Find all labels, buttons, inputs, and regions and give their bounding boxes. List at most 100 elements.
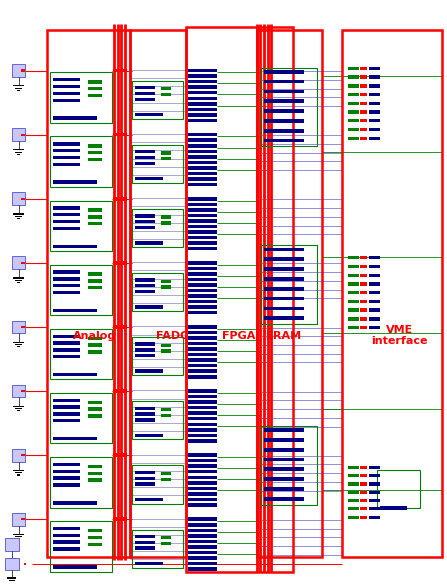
Bar [17, 218, 20, 219]
Bar [120, 390, 123, 393]
Bar [54, 149, 80, 152]
Bar [188, 155, 217, 159]
Bar [54, 78, 80, 82]
Bar [161, 472, 171, 475]
Bar [17, 538, 20, 540]
Bar [264, 79, 304, 84]
Bar [54, 419, 80, 422]
Bar [370, 491, 380, 494]
Bar [54, 373, 97, 376]
Bar [135, 177, 164, 180]
Bar [21, 518, 25, 520]
Bar [188, 138, 217, 142]
Bar [348, 291, 359, 294]
Bar [89, 273, 102, 276]
Bar [188, 241, 217, 245]
Bar [161, 413, 171, 417]
Bar [360, 308, 367, 312]
Bar [348, 256, 359, 259]
Bar [348, 282, 359, 286]
Bar [360, 282, 367, 286]
Bar [135, 498, 164, 501]
Bar [188, 107, 217, 111]
Bar [123, 325, 127, 329]
Bar [188, 203, 217, 206]
Bar [135, 156, 155, 159]
Bar [50, 72, 112, 123]
Bar [370, 326, 380, 329]
Bar [188, 166, 217, 169]
Bar [188, 336, 217, 340]
Bar [54, 348, 80, 352]
Bar [370, 119, 380, 123]
Bar [264, 89, 304, 93]
Bar [50, 393, 112, 443]
Bar [130, 30, 186, 557]
Bar [15, 472, 22, 473]
Bar [188, 517, 217, 521]
Bar [257, 30, 321, 557]
Bar [13, 406, 24, 407]
Bar [12, 385, 25, 398]
Bar [348, 326, 359, 329]
Bar [188, 102, 217, 106]
Bar [188, 69, 217, 72]
Bar [15, 344, 22, 345]
Bar [360, 93, 367, 96]
Bar [188, 85, 217, 89]
Bar [348, 75, 359, 79]
Bar [264, 438, 304, 442]
Bar [21, 262, 25, 264]
Bar [89, 144, 102, 148]
Bar [370, 282, 380, 286]
Bar [54, 540, 80, 544]
Bar [360, 499, 367, 502]
Bar [89, 350, 102, 353]
Bar [123, 390, 127, 393]
Bar [135, 150, 155, 154]
Bar [188, 300, 217, 303]
Bar [8, 558, 16, 559]
Bar [161, 408, 171, 411]
Bar [15, 280, 22, 281]
Bar [360, 67, 367, 70]
Bar [15, 408, 22, 409]
Bar [188, 161, 217, 164]
Bar [370, 300, 380, 303]
Text: VME
interface: VME interface [371, 325, 428, 346]
Bar [348, 102, 359, 105]
Bar [264, 458, 304, 461]
Bar [188, 272, 217, 276]
Bar [135, 162, 155, 165]
Bar [17, 282, 20, 283]
Bar [264, 277, 304, 281]
Bar [89, 208, 102, 211]
Bar [120, 517, 123, 521]
Bar [54, 470, 80, 473]
Bar [135, 86, 155, 89]
Bar [54, 92, 80, 95]
Bar [89, 343, 102, 347]
Bar [89, 158, 102, 161]
Bar [89, 465, 102, 468]
Bar [17, 90, 20, 91]
Bar [348, 499, 359, 502]
Bar [17, 474, 20, 475]
Bar [188, 540, 217, 543]
Bar [132, 209, 183, 247]
Bar [360, 291, 367, 294]
Bar [370, 482, 380, 485]
Bar [348, 273, 359, 277]
Bar [54, 270, 80, 274]
Bar [188, 353, 217, 356]
Bar [135, 418, 155, 422]
Bar [135, 562, 164, 565]
Bar [5, 538, 18, 551]
Bar [186, 27, 293, 572]
Bar [116, 517, 120, 521]
Bar [188, 225, 217, 228]
Bar [161, 478, 171, 481]
Bar [161, 93, 171, 96]
Bar [370, 499, 380, 502]
Bar [135, 279, 155, 281]
